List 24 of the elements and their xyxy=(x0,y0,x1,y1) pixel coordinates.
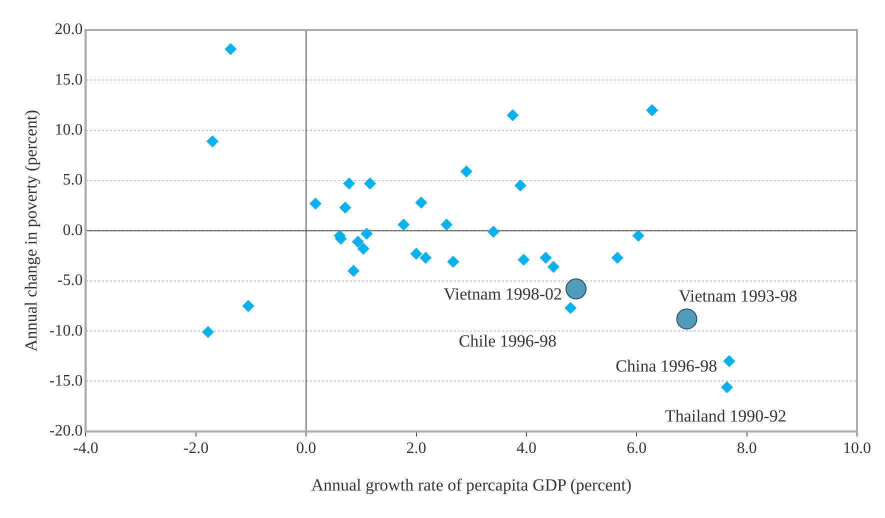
x-tick-label: 2.0 xyxy=(406,440,426,458)
x-tick-label: 8.0 xyxy=(736,440,757,458)
y-tick-label: 0.0 xyxy=(62,222,83,239)
annotation: Chile 1996-98 xyxy=(458,331,557,350)
y-tick-label: -20.0 xyxy=(49,422,83,440)
annotation: Vietnam 1998-02 xyxy=(444,284,562,304)
y-tick-label: 10.0 xyxy=(54,122,83,139)
x-axis-title: Annual growth rate of percapita GDP (percent) xyxy=(311,475,632,494)
y-tick-label: -15.0 xyxy=(49,372,83,390)
y-tick-label: 5.0 xyxy=(62,172,83,189)
y-tick-label: -10.0 xyxy=(49,322,83,340)
x-tick-label: 10.0 xyxy=(843,440,871,458)
x-tick-label: -2.0 xyxy=(183,440,209,458)
annotation: Thailand 1990-92 xyxy=(664,406,786,426)
x-tick-label: 0.0 xyxy=(296,440,316,458)
x-tick-label: -4.0 xyxy=(73,440,98,458)
y-axis-title: Annual change in poverty (percent) xyxy=(22,110,41,352)
annotation: China 1996-98 xyxy=(616,356,718,376)
annotation: Vietnam 1993-98 xyxy=(678,286,798,306)
x-tick-label: 4.0 xyxy=(516,440,536,458)
x-tick-label: 6.0 xyxy=(626,440,647,458)
y-tick-label: 20.0 xyxy=(54,21,83,38)
y-tick-label: -5.0 xyxy=(57,272,83,290)
y-tick-label: 15.0 xyxy=(54,71,83,88)
